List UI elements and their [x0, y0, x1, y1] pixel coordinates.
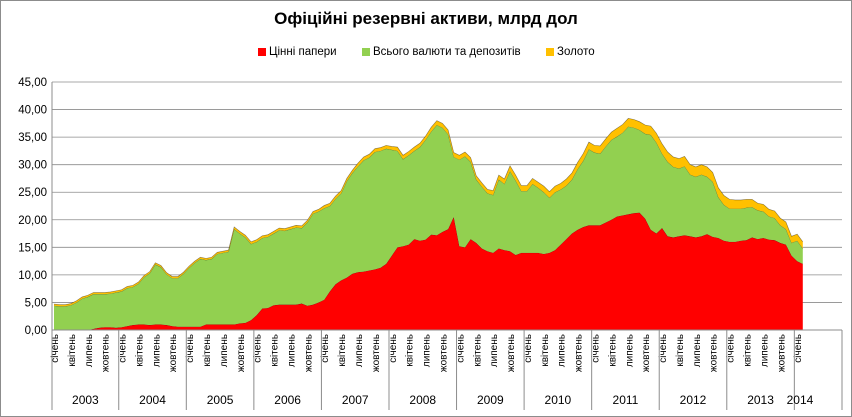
x-tick-label: січень [50, 334, 61, 363]
y-tick-label: 20,00 [18, 215, 47, 227]
x-tick-label: січень [455, 334, 466, 363]
x-tick-label: січень [118, 334, 129, 363]
x-tick-label: жовтень [574, 334, 585, 372]
year-label: 2012 [680, 393, 707, 407]
y-tick-label: 5,00 [25, 297, 47, 309]
legend-item-gold: Золото [546, 46, 595, 58]
x-tick-label: січень [793, 334, 804, 363]
x-tick-label: липень [759, 334, 770, 367]
x-tick-label: квітень [540, 334, 551, 367]
y-tick-label: 35,00 [18, 132, 47, 144]
year-label: 2005 [207, 393, 234, 407]
y-tick-label: 0,00 [25, 325, 47, 337]
chart-title: Офіційні резервні активи, млрд дол [274, 9, 578, 28]
x-tick-label: липень [624, 334, 635, 367]
x-tick-label: квітень [472, 334, 483, 367]
legend-label-securities: Цінні папери [269, 46, 337, 58]
x-tick-label: жовтень [101, 334, 112, 372]
x-tick-label: січень [253, 334, 264, 363]
x-tick-label: квітень [607, 334, 618, 367]
legend-label-currency-deposits: Всього валюти та депозитів [373, 46, 521, 58]
year-label: 2009 [477, 393, 504, 407]
x-tick-label: жовтень [371, 334, 382, 372]
x-tick-label: жовтень [438, 334, 449, 372]
x-tick-label: липень [489, 334, 500, 367]
x-tick-label: січень [185, 334, 196, 363]
x-tick-label: липень [84, 334, 95, 367]
legend-swatch-currency-deposits [362, 47, 370, 56]
x-tick-label: січень [726, 334, 737, 363]
x-tick-label: липень [354, 334, 365, 367]
y-tick-label: 30,00 [18, 160, 47, 172]
year-label: 2010 [545, 393, 572, 407]
year-label: 2006 [274, 393, 301, 407]
x-tick-label: жовтень [776, 334, 787, 372]
year-label: 2011 [613, 393, 639, 407]
x-tick-label: жовтень [506, 334, 517, 372]
y-tick-label: 45,00 [18, 77, 47, 89]
year-label: 2008 [409, 393, 436, 407]
y-tick-label: 25,00 [18, 187, 47, 199]
x-tick-label: січень [590, 334, 601, 363]
legend-label-gold: Золото [557, 46, 595, 58]
legend-item-securities: Цінні папери [258, 46, 337, 58]
x-tick-label: квітень [742, 334, 753, 367]
chart-legend: Цінні папери Всього валюти та депозитів … [0, 46, 852, 64]
x-tick-label: січень [658, 334, 669, 363]
year-label: 2014 [787, 393, 814, 407]
legend-swatch-gold [546, 47, 554, 56]
y-tick-label: 10,00 [18, 270, 47, 282]
year-label: 2013 [747, 393, 774, 407]
x-tick-label: жовтень [303, 334, 314, 372]
x-tick-label: жовтень [641, 334, 652, 372]
x-tick-label: квітень [67, 334, 78, 367]
year-label: 2007 [342, 393, 369, 407]
x-tick-label: січень [523, 334, 534, 363]
x-tick-label: липень [219, 334, 230, 367]
x-tick-label: липень [692, 334, 703, 367]
x-tick-label: січень [320, 334, 331, 363]
x-tick-label: квітень [134, 334, 145, 367]
x-tick-label: жовтень [236, 334, 247, 372]
x-tick-label: квітень [405, 334, 416, 367]
legend-item-currency-deposits: Всього валюти та депозитів [362, 46, 521, 58]
x-tick-label: квітень [337, 334, 348, 367]
legend-swatch-securities [258, 47, 266, 56]
series-area-1 [54, 124, 803, 331]
series-edge-2 [53, 118, 804, 305]
x-tick-label: липень [151, 334, 162, 367]
x-tick-label: квітень [675, 334, 686, 367]
x-tick-label: липень [422, 334, 433, 367]
y-tick-label: 40,00 [18, 105, 47, 117]
x-tick-label: жовтень [709, 334, 720, 372]
x-tick-label: квітень [202, 334, 213, 367]
x-tick-label: квітень [270, 334, 281, 367]
x-tick-label: липень [557, 334, 568, 367]
year-label: 2004 [139, 393, 166, 407]
x-tick-label: січень [388, 334, 399, 363]
year-label: 2003 [72, 393, 99, 407]
y-tick-label: 15,00 [18, 242, 47, 254]
series-area-0 [54, 212, 803, 330]
x-tick-label: жовтень [168, 334, 179, 372]
series-area-2 [54, 118, 803, 307]
x-tick-label: липень [286, 334, 297, 367]
